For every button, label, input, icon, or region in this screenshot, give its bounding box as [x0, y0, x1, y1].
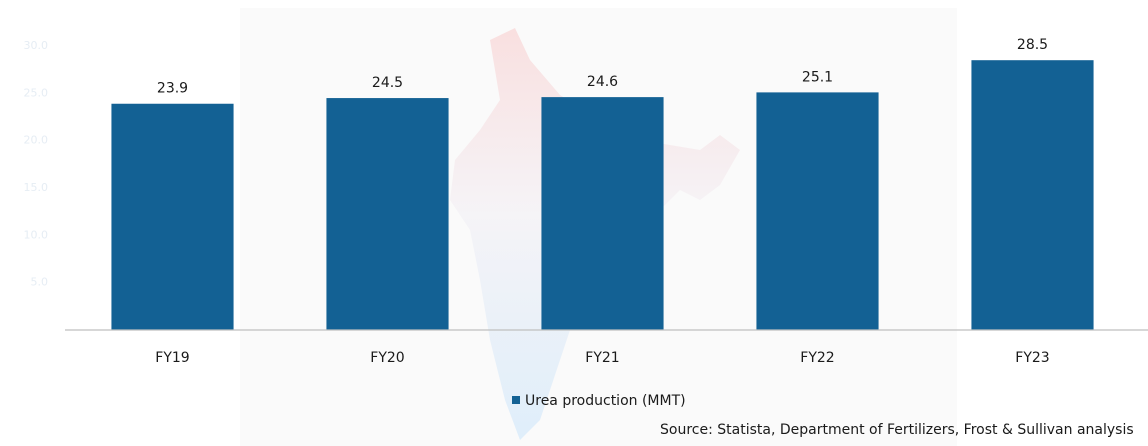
data-label: 23.9: [157, 81, 188, 97]
bar: [111, 103, 234, 330]
bar: [971, 60, 1094, 330]
plot-area: 5.0 10.0 15.0 20.0 25.0 30.0 FY19 23.9 FY20 24.5 F…: [24, 37, 1094, 366]
x-tick-label: FY19: [155, 350, 189, 366]
y-tick-label: 15.0: [24, 181, 49, 194]
legend-swatch: [512, 396, 520, 404]
x-tick-label: FY22: [800, 350, 834, 366]
y-tick-label: 10.0: [24, 228, 49, 241]
x-tick-label: FY21: [585, 350, 619, 366]
bar: [326, 98, 449, 330]
y-tick-label: 30.0: [24, 39, 49, 52]
x-tick-label: FY20: [370, 350, 404, 366]
data-label: 28.5: [1017, 37, 1048, 53]
y-tick-label: 25.0: [24, 86, 49, 99]
legend-label: Urea production (MMT): [525, 393, 686, 409]
y-tick-label: 20.0: [24, 134, 49, 147]
data-label: 24.6: [587, 74, 618, 90]
bar: [541, 97, 664, 331]
y-tick-label: 5.0: [31, 276, 49, 289]
data-label: 24.5: [372, 75, 403, 91]
x-tick-label: FY23: [1015, 350, 1049, 366]
data-label: 25.1: [802, 69, 833, 85]
bar: [756, 92, 879, 331]
source-note: Source: Statista, Department of Fertiliz…: [660, 422, 1134, 438]
